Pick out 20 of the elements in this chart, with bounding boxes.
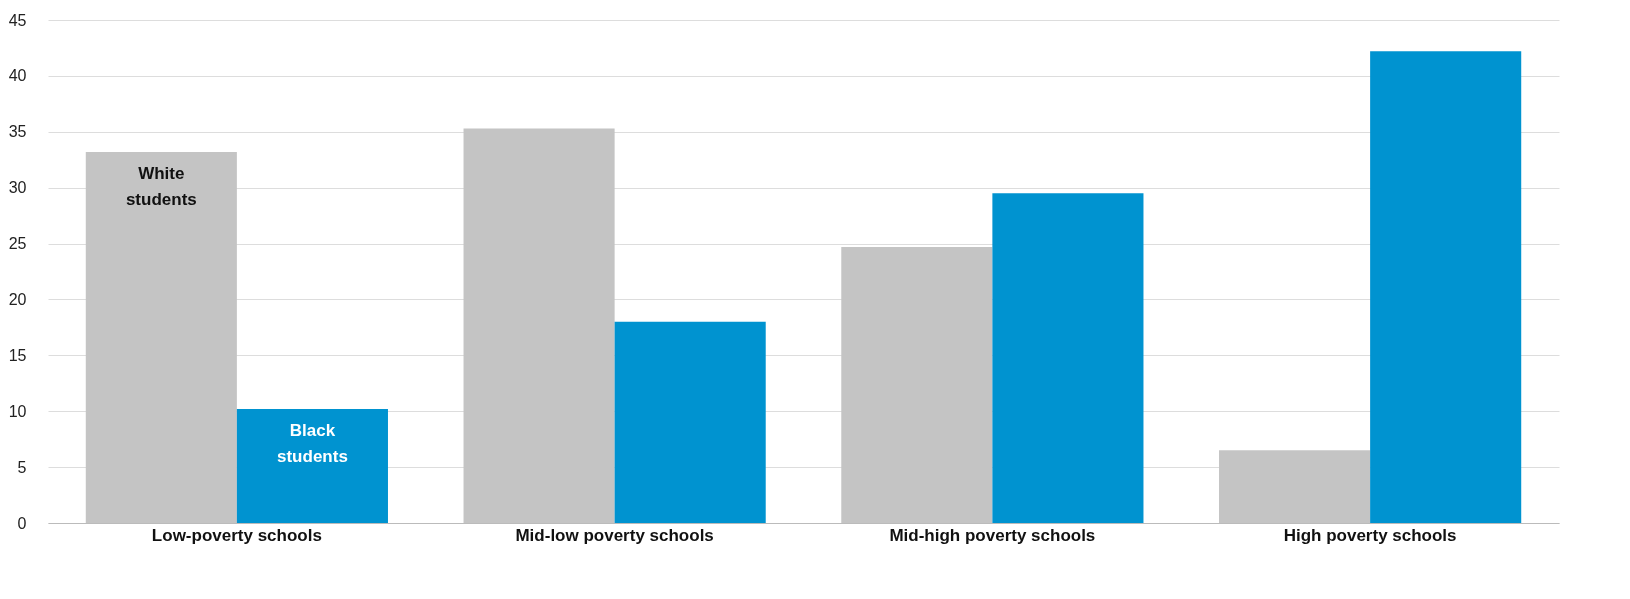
y-tick-label: 35 (8, 123, 27, 141)
series-label: White students (125, 163, 197, 209)
bar (1370, 51, 1522, 523)
series-label: Black students (277, 420, 348, 466)
y-tick-label: 30 (8, 179, 27, 197)
x-tick-label: Low-poverty schools (151, 525, 322, 545)
bar (614, 321, 766, 523)
y-tick-label: 10 (8, 402, 27, 420)
bar (236, 408, 388, 523)
y-tick-label: 5 (17, 458, 27, 476)
bar (992, 193, 1144, 523)
y-tick-label: 25 (8, 235, 27, 253)
x-tick-label: High poverty schools (1283, 525, 1457, 545)
y-tick-label: 40 (8, 67, 27, 85)
y-tick-label: 15 (8, 346, 27, 364)
y-tick-label: 0 (17, 514, 27, 532)
y-tick-label: 45 (8, 11, 27, 29)
x-tick-label: Mid-high poverty schools (889, 525, 1096, 545)
y-tick-label: 20 (8, 290, 27, 308)
x-tick-label: Mid-low poverty schools (515, 525, 714, 545)
